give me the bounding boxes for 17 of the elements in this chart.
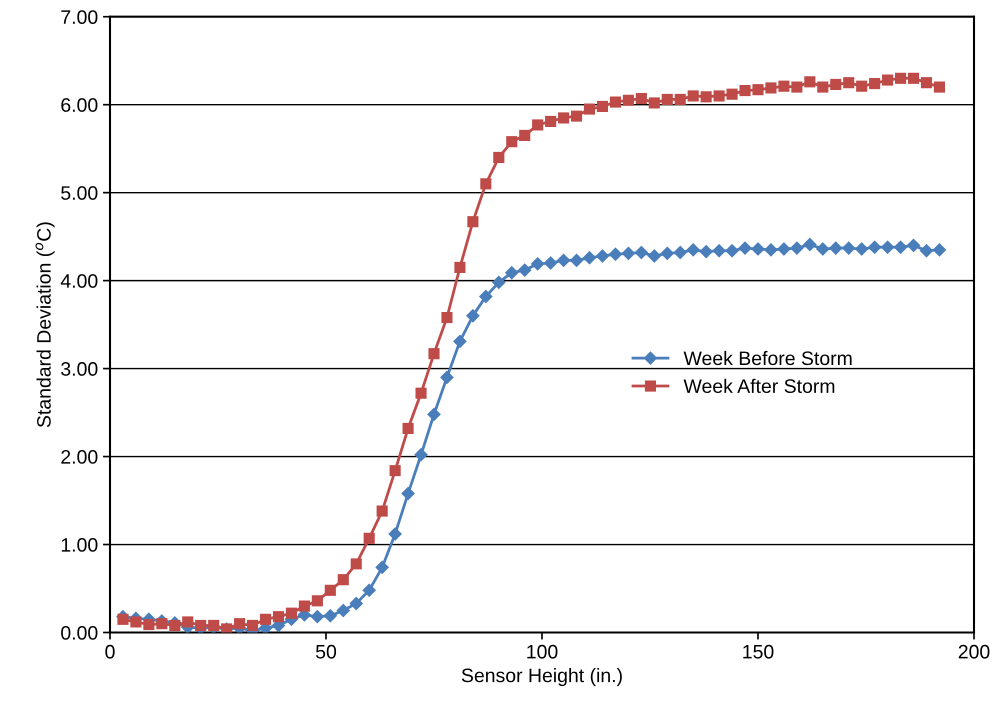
y-tick-label: 2.00	[61, 450, 98, 464]
legend-label: Week Before Storm	[684, 350, 852, 366]
x-tick-label: 150	[743, 644, 774, 659]
x-tick-label: 0	[105, 644, 115, 659]
y-axis-title: Standard Deviation ($^{o}$C)	[36, 222, 55, 428]
x-tick-label: 200	[958, 644, 990, 659]
y-tick-label: 3.00	[61, 362, 98, 376]
legend-label: Week After Storm	[684, 378, 834, 394]
y-tick-label: 7.00	[61, 10, 98, 24]
y-tick-label: 6.00	[61, 98, 98, 112]
y-tick-label: 0.00	[61, 626, 98, 640]
y-tick-label: 1.00	[62, 538, 98, 552]
x-axis-title: Sensor Height (in.)	[462, 668, 622, 686]
y-tick-label: 4.00	[60, 274, 98, 288]
y-tick-label: 5.00	[61, 186, 98, 200]
x-tick-label: 100	[527, 644, 558, 659]
x-tick-label: 50	[316, 644, 336, 659]
